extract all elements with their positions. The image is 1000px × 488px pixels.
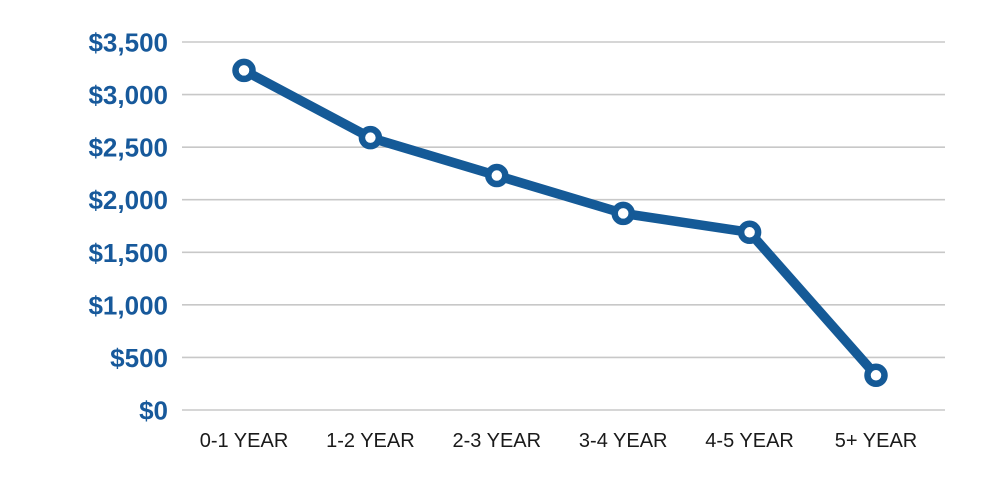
- y-axis-tick-label: $3,000: [88, 80, 168, 110]
- x-axis-tick-label: 2-3 YEAR: [453, 430, 542, 452]
- data-point-marker: [611, 201, 635, 226]
- y-axis-tick-label: $500: [110, 343, 168, 373]
- x-axis-tick-label: 3-4 YEAR: [579, 430, 668, 452]
- y-axis-tick-label: $0: [139, 396, 168, 426]
- y-axis-tick-label: $1,000: [88, 290, 168, 320]
- y-axis-tick-label: $1,500: [88, 238, 168, 268]
- y-axis-tick-label: $2,000: [88, 185, 168, 215]
- data-point-marker: [358, 125, 383, 150]
- data-point-marker: [485, 163, 509, 188]
- x-axis-tick-label: 0-1 YEAR: [200, 430, 289, 452]
- x-axis-tick-label: 4-5 YEAR: [705, 430, 794, 452]
- x-axis-tick-label: 1-2 YEAR: [326, 430, 415, 452]
- y-axis-tick-label: $3,500: [88, 28, 168, 58]
- data-point-marker: [864, 363, 888, 388]
- data-point-marker: [737, 220, 762, 245]
- x-axis-tick-label: 5+ YEAR: [835, 430, 917, 452]
- data-point-marker: [232, 58, 256, 83]
- data-line: [239, 65, 881, 381]
- y-axis-tick-label: $2,500: [88, 133, 168, 163]
